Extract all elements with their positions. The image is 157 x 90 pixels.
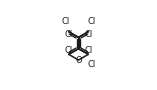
- Text: Cl: Cl: [87, 17, 95, 26]
- Text: Cl: Cl: [84, 46, 92, 55]
- Text: Cl: Cl: [84, 30, 92, 39]
- Text: Cl: Cl: [65, 46, 73, 55]
- Text: Cl: Cl: [87, 60, 95, 69]
- Text: Cl: Cl: [62, 17, 70, 26]
- Text: O: O: [75, 56, 82, 65]
- Text: Cl: Cl: [65, 30, 73, 39]
